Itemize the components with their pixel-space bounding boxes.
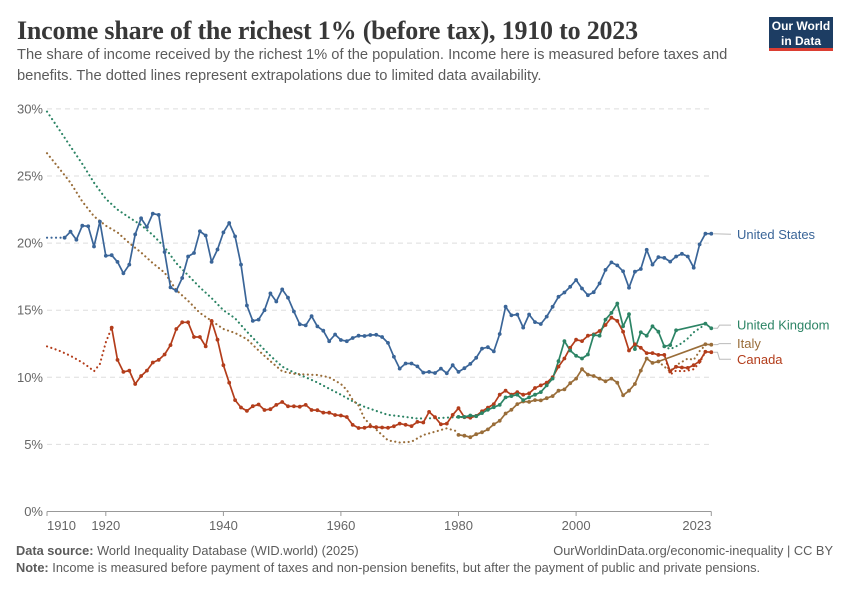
svg-text:2000: 2000 [562,518,591,533]
svg-text:1980: 1980 [444,518,473,533]
svg-text:1960: 1960 [326,518,355,533]
svg-text:1920: 1920 [91,518,120,533]
svg-text:Canada: Canada [737,352,783,367]
svg-text:1910: 1910 [47,518,76,533]
svg-text:15%: 15% [17,303,43,318]
svg-text:10%: 10% [17,370,43,385]
svg-text:United States: United States [737,227,816,242]
svg-text:25%: 25% [17,169,43,184]
svg-text:1940: 1940 [209,518,238,533]
svg-text:20%: 20% [17,236,43,251]
svg-text:United Kingdom: United Kingdom [737,318,830,333]
svg-text:5%: 5% [24,437,43,452]
svg-text:Italy: Italy [737,336,761,351]
svg-text:2023: 2023 [682,518,711,533]
svg-text:30%: 30% [17,101,43,116]
svg-text:0%: 0% [24,504,43,519]
